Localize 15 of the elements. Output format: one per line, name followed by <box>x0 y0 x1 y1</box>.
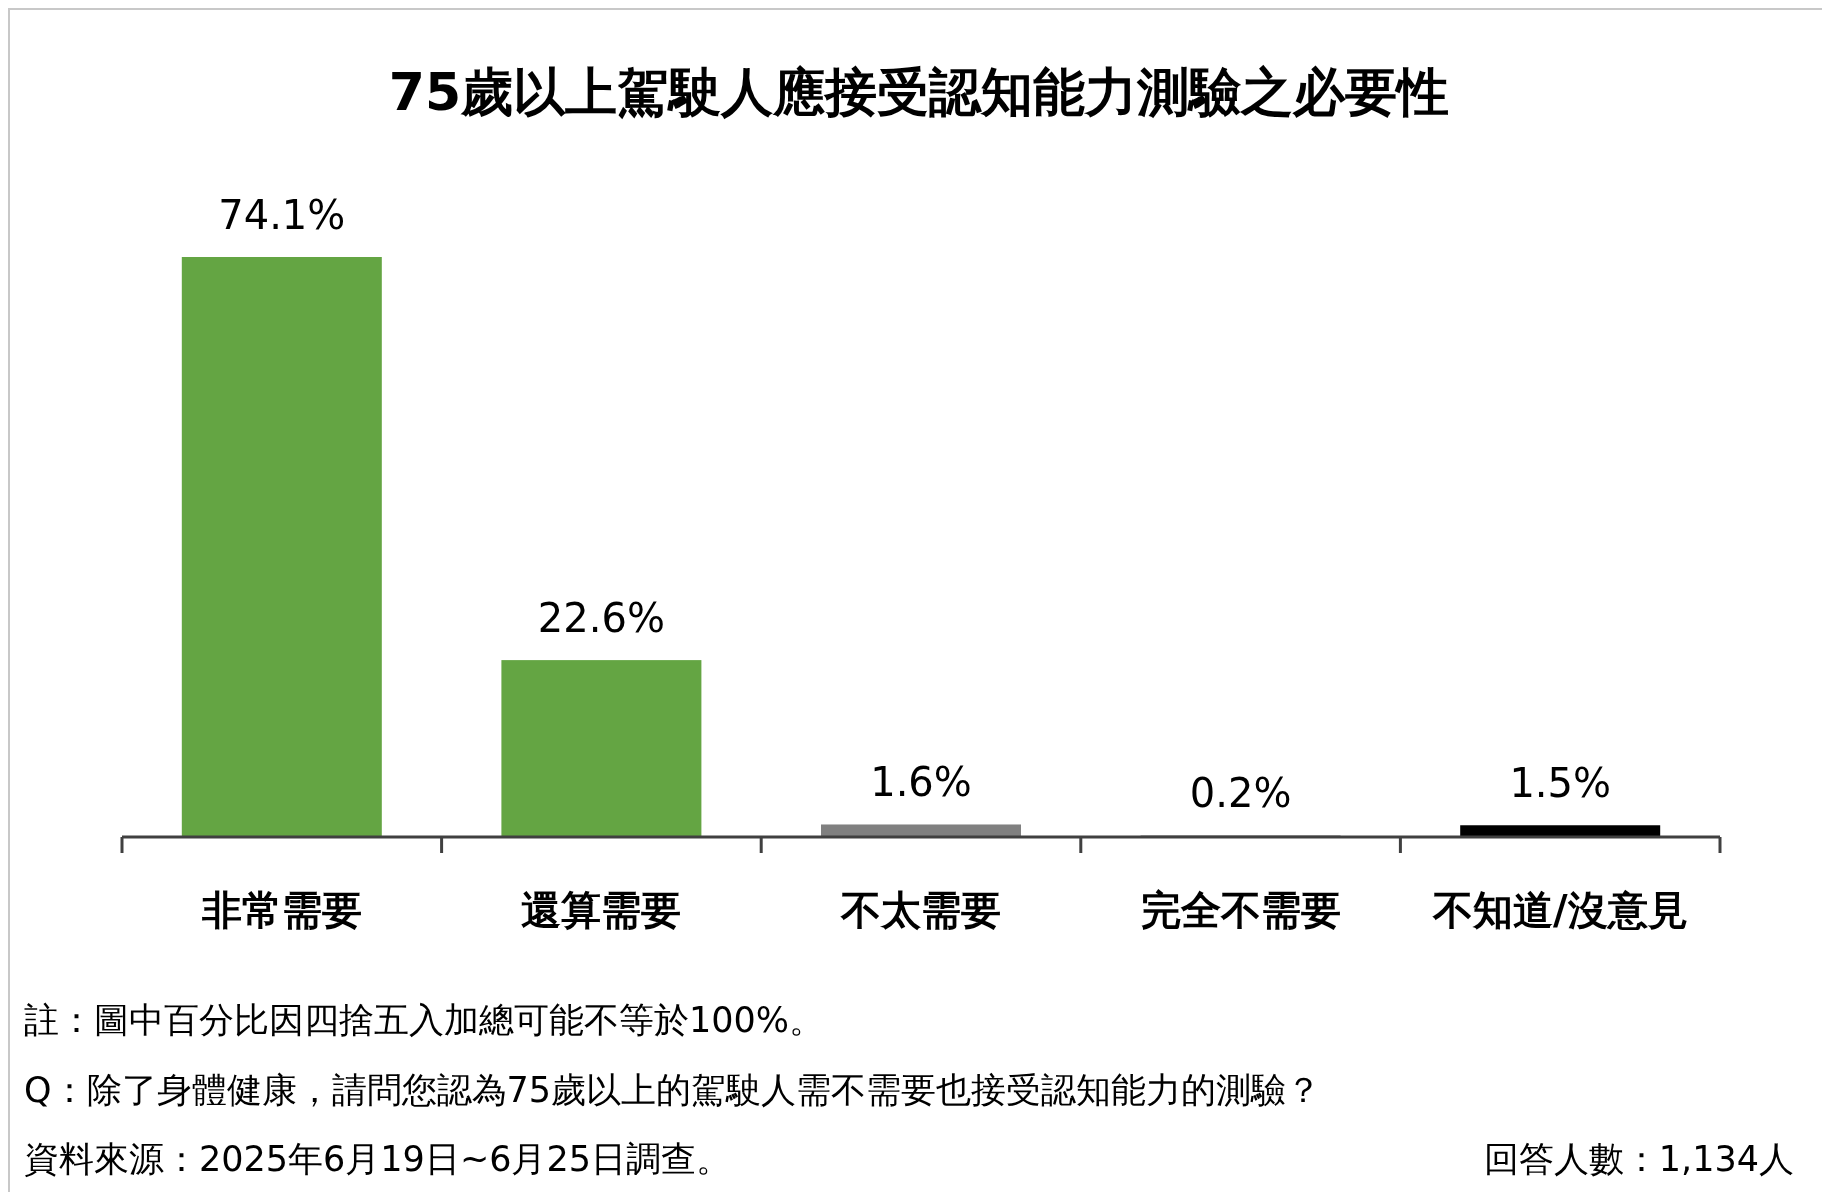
text: 註：圖中百分比因四捨五入加總可能不等於100%。 <box>24 1000 825 1040</box>
source-note: 資料來源：2025年6月19日~6月25日調查。 <box>24 1139 732 1179</box>
x-tick-label: 非常需要 <box>200 887 362 933</box>
data-label: 74.1% <box>218 192 346 238</box>
x-tick-label: 完全不需要 <box>1140 887 1341 933</box>
data-label: 1.5% <box>1509 760 1612 807</box>
x-tick-label: 還算需要 <box>521 887 682 933</box>
chart-title: 75歲以上駕駛人應接受認知能力測驗之必要性 <box>388 62 1450 122</box>
data-label: 22.6% <box>537 595 665 642</box>
x-tick-label: 不知道/沒意見 <box>1431 887 1688 933</box>
text: Q：除了身體健康，請問您認為75歲以上的駕駛人需不需要也接受認知能力的測驗？ <box>24 1070 1322 1110</box>
data-label: 0.2% <box>1189 770 1292 817</box>
text: 回答人數：1,134人 <box>1483 1139 1794 1179</box>
x-tick-label: 不太需要 <box>840 887 1001 933</box>
data-label: 1.6% <box>870 759 972 806</box>
